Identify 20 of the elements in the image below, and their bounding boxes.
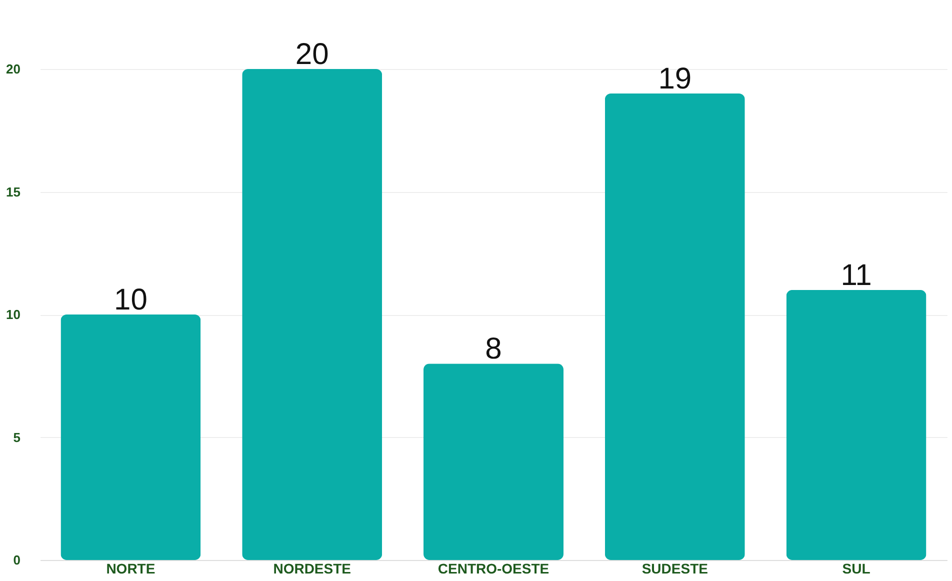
bar xyxy=(424,364,564,560)
y-tick-label: 0 xyxy=(13,552,20,568)
y-tick-label: 15 xyxy=(6,184,20,200)
bar xyxy=(604,94,745,560)
data-label: 11 xyxy=(840,258,872,292)
data-label: 20 xyxy=(295,38,329,71)
x-tick-label: NORTE xyxy=(106,560,156,576)
y-tick-label: 5 xyxy=(13,430,20,445)
y-tick-label: 20 xyxy=(6,62,20,76)
x-tick-label: SUDESTE xyxy=(642,560,708,576)
x-tick-label: SUL xyxy=(842,560,871,576)
bar xyxy=(242,69,382,560)
data-label: 19 xyxy=(658,62,692,96)
y-tick-label: 10 xyxy=(6,307,20,322)
data-label: 10 xyxy=(114,284,148,316)
bar xyxy=(786,290,926,560)
x-tick-label: CENTRO-OESTE xyxy=(438,560,550,576)
data-label: 8 xyxy=(485,332,502,366)
bar xyxy=(60,314,201,560)
x-tick-label: NORDESTE xyxy=(273,560,351,576)
